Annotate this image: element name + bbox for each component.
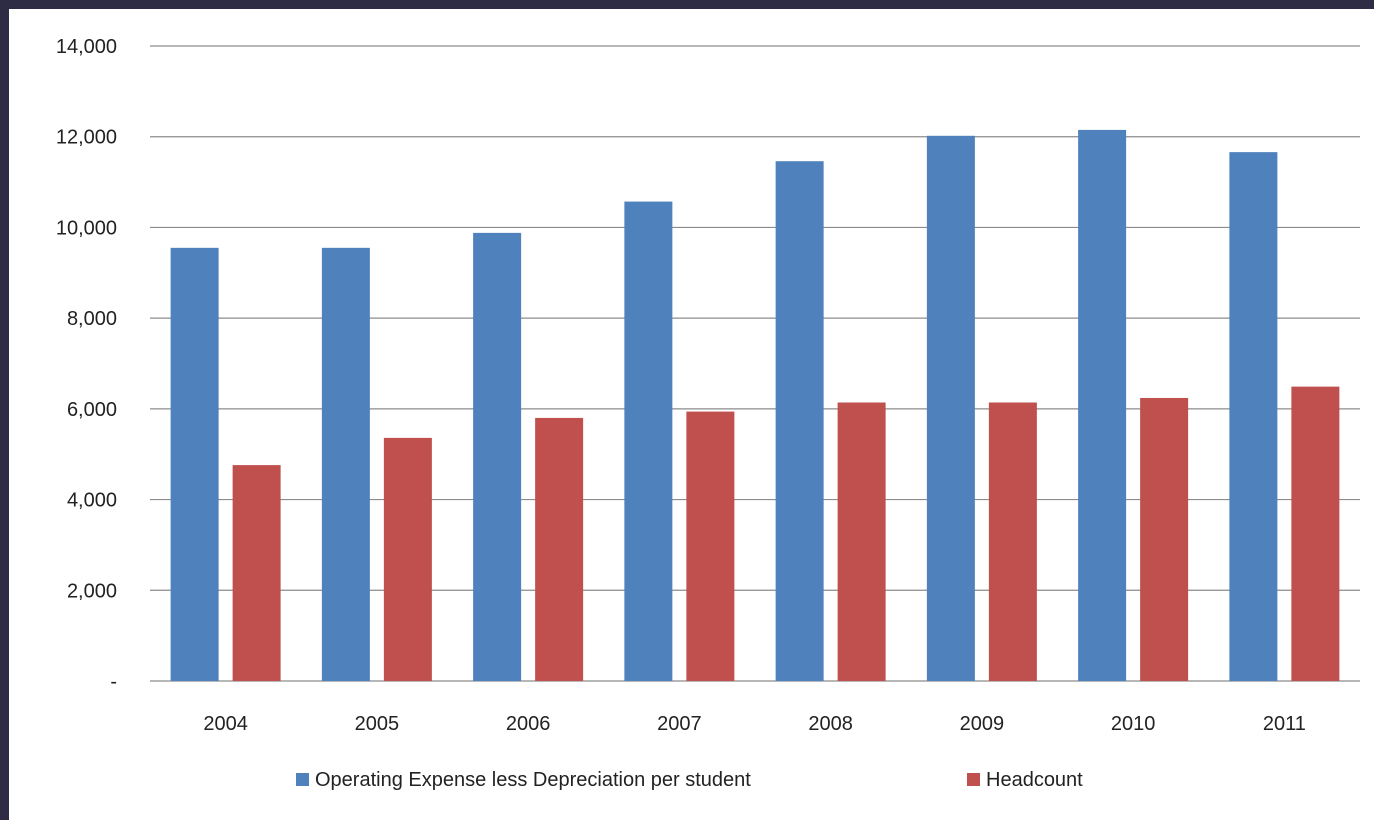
legend: Operating Expense less Depreciation per … [296, 769, 1083, 791]
bar-operating-expense-2006 [473, 232, 522, 681]
y-tick-label: 10,000 [56, 217, 117, 239]
bar-operating-expense-2005 [321, 247, 370, 681]
x-tick-label: 2011 [1263, 713, 1306, 735]
y-tick-label: 14,000 [56, 36, 117, 58]
y-tick-label: 6,000 [67, 399, 117, 421]
bar-headcount-2006 [535, 417, 584, 681]
bar-headcount-2009 [988, 402, 1037, 681]
bar-operating-expense-2011 [1229, 152, 1278, 681]
bar-operating-expense-2010 [1078, 129, 1127, 681]
bar-headcount-2005 [383, 437, 432, 681]
bar-chart: -2,0004,0006,0008,00010,00012,00014,000 … [56, 36, 1360, 791]
y-tick-label: - [110, 671, 117, 693]
bar-headcount-2008 [837, 402, 886, 681]
y-tick-label: 12,000 [56, 127, 117, 149]
bar-headcount-2007 [686, 411, 735, 681]
bar-headcount-2010 [1140, 397, 1189, 681]
bar-headcount-2004 [232, 465, 281, 681]
bar-operating-expense-2009 [926, 135, 975, 682]
x-tick-label: 2009 [960, 713, 1005, 735]
bar-operating-expense-2004 [170, 247, 219, 681]
y-tick-label: 2,000 [67, 580, 117, 602]
y-tick-label: 4,000 [67, 490, 117, 512]
bar-operating-expense-2008 [775, 161, 824, 681]
y-axis-tick-labels: - 2,000 4,000 6,000 8,000 10,000 12,000 14,000 [56, 36, 117, 693]
legend-swatch [967, 773, 980, 786]
y-tick-label: 8,000 [67, 308, 117, 330]
x-tick-label: 2007 [657, 713, 702, 735]
bar-operating-expense-2007 [624, 201, 673, 681]
bars [170, 129, 1340, 682]
x-tick-label: 2006 [506, 713, 551, 735]
x-tick-label: 2005 [355, 713, 400, 735]
bar-headcount-2011 [1291, 386, 1340, 681]
x-tick-label: 2008 [808, 713, 853, 735]
legend-swatch [296, 773, 309, 786]
x-tick-label: 2004 [203, 713, 248, 735]
x-tick-label: 2010 [1111, 713, 1156, 735]
x-axis-tick-labels: 2004 2005 2006 2007 2008 2009 2010 2011 [203, 713, 1306, 735]
legend-label: Headcount [986, 769, 1083, 791]
legend-label: Operating Expense less Depreciation per … [315, 769, 751, 791]
chart-frame: -2,000 4,000 6,000 8,000 10,000 12,000 14,000 … [9, 9, 1374, 820]
